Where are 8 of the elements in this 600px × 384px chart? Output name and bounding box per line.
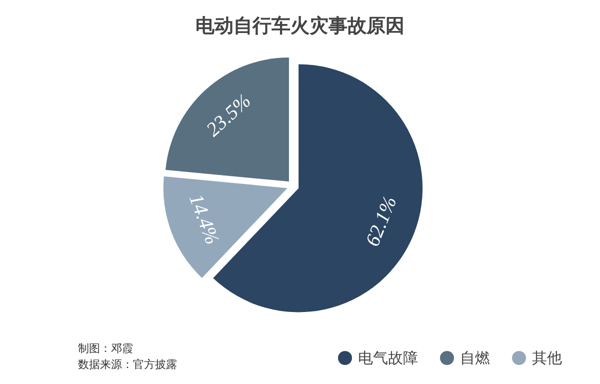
data-label: 62.1%	[362, 193, 402, 250]
text: 制图：邓霞	[78, 342, 133, 355]
chart-title: 电动自行车火灾事故原因	[196, 15, 404, 37]
source-note: 数据来源：官方披露	[78, 358, 177, 371]
legend-label: 电气故障	[358, 349, 418, 367]
data-label: 14.4%	[184, 191, 224, 248]
legend-label: 其他	[532, 349, 562, 367]
legend-label: 自燃	[460, 349, 490, 367]
